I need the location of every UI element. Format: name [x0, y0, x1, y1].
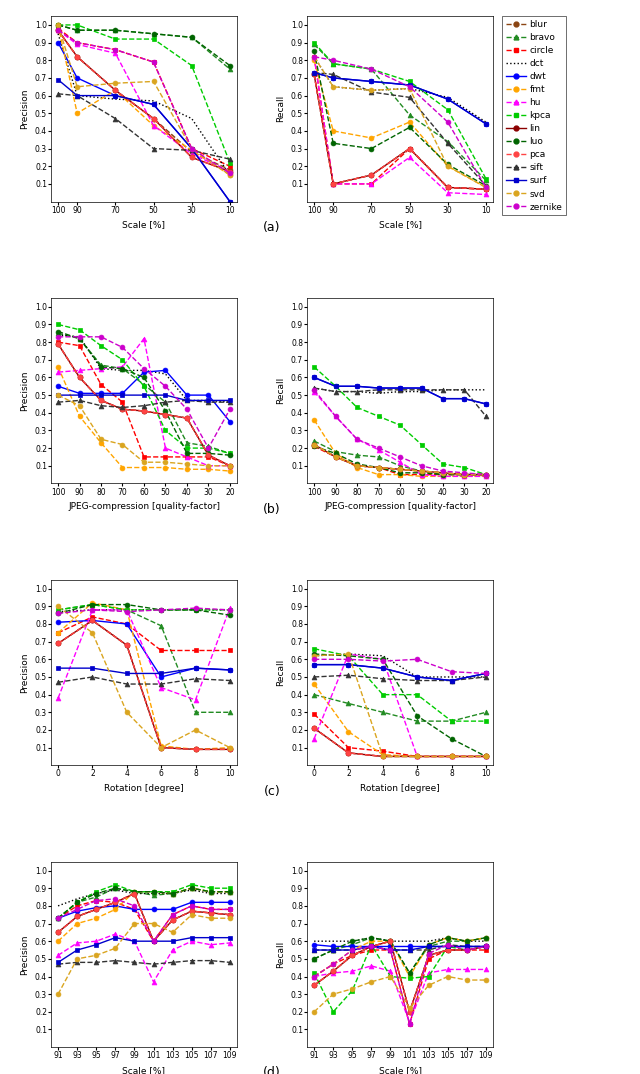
Text: (b): (b) — [263, 503, 281, 516]
X-axis label: Rotation [degree]: Rotation [degree] — [360, 784, 440, 793]
Text: (d): (d) — [263, 1066, 281, 1074]
Y-axis label: Precision: Precision — [20, 88, 29, 129]
X-axis label: Rotation [degree]: Rotation [degree] — [104, 784, 184, 793]
Y-axis label: Precision: Precision — [20, 371, 29, 411]
Y-axis label: Recall: Recall — [276, 377, 285, 404]
X-axis label: JPEG-compression [quality-factor]: JPEG-compression [quality-factor] — [68, 503, 220, 511]
Y-axis label: Precision: Precision — [20, 652, 29, 693]
Y-axis label: Recall: Recall — [276, 941, 285, 968]
Y-axis label: Recall: Recall — [276, 96, 285, 122]
X-axis label: Scale [%]: Scale [%] — [122, 1065, 166, 1074]
Legend: blur, bravo, circle, dct, dwt, fmt, hu, kpca, lin, luo, pca, sift, surf, svd, ze: blur, bravo, circle, dct, dwt, fmt, hu, … — [502, 16, 566, 215]
Y-axis label: Recall: Recall — [276, 659, 285, 686]
X-axis label: JPEG-compression [quality-factor]: JPEG-compression [quality-factor] — [324, 503, 476, 511]
Text: (a): (a) — [263, 221, 281, 234]
X-axis label: Scale [%]: Scale [%] — [378, 220, 422, 229]
X-axis label: Scale [%]: Scale [%] — [122, 220, 166, 229]
Text: (c): (c) — [264, 785, 280, 798]
Y-axis label: Precision: Precision — [20, 934, 29, 975]
X-axis label: Scale [%]: Scale [%] — [378, 1065, 422, 1074]
